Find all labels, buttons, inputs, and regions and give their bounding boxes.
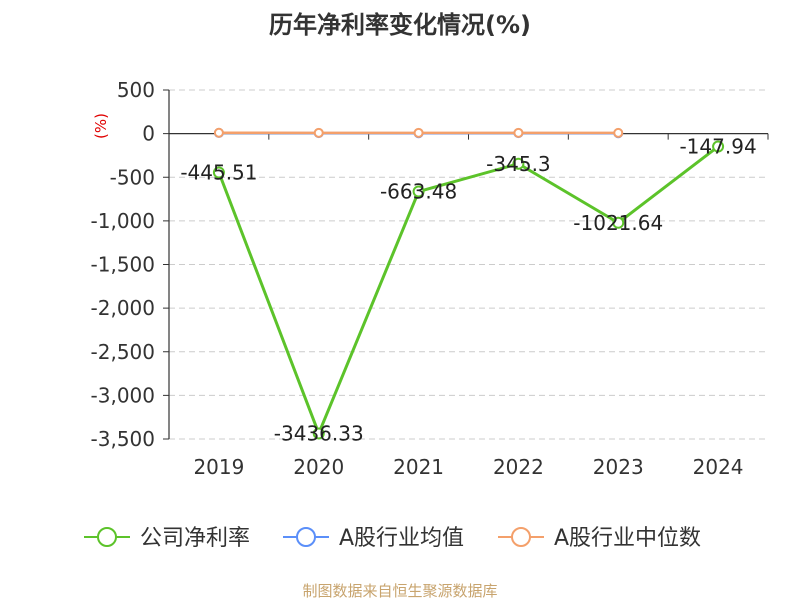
data-label: -3436.33 [274,421,364,445]
y-tick-label: -2,500 [91,340,155,364]
data-point-marker [413,127,424,138]
legend-marker-icon [511,527,531,547]
data-point-marker [213,127,224,138]
data-point-marker [613,127,624,138]
y-tick-label: -500 [110,165,155,189]
x-tick-label: 2019 [193,455,244,479]
x-tick-label: 2020 [293,455,344,479]
x-tick-label: 2022 [493,455,544,479]
chart-title: 历年净利率变化情况(%) [269,11,531,39]
y-tick-label: -3,000 [91,383,155,407]
y-tick-label: -3,500 [91,427,155,451]
series-line-1 [217,145,719,435]
x-tick-label: 2021 [393,455,444,479]
data-label: -445.51 [180,160,257,184]
data-point-marker [412,185,425,198]
data-point-marker [712,140,725,153]
data-labels: -445.51 -3436.33 -663.48 -345.3 -1021.64 -147… [180,135,756,446]
legend-label: A股行业中位数 [554,526,701,551]
data-point-marker [512,157,525,170]
y-tick-label: -1,000 [91,209,155,233]
data-source-note: 制图数据来自恒生聚源数据库 [302,582,497,600]
y-tick-label: -2,000 [91,296,155,320]
data-point-marker [612,216,625,229]
data-point-marker [212,166,225,179]
legend-item-1[interactable]: 公司净利率 [84,526,250,551]
data-point-marker [513,127,524,138]
y-tick-label: -1,500 [91,253,155,277]
legend-marker-icon [97,527,117,547]
grid-lines [169,89,768,440]
data-label: -345.3 [486,152,550,176]
x-tick-label: 2023 [593,455,644,479]
data-label: -663.48 [380,180,457,204]
legend-label: A股行业均值 [339,526,464,551]
data-point-marker [312,427,325,440]
data-point-marker [313,127,324,138]
y-tick-label: 500 [117,78,155,102]
data-label: -147.94 [679,135,756,159]
y-tick-label: 0 [142,122,155,146]
legend-label: 公司净利率 [140,526,250,551]
y-axis-unit-label: (%) [92,113,110,139]
legend-item-3[interactable]: A股行业中位数 [498,526,701,551]
legend-marker-icon [296,527,316,547]
data-label: -1021.64 [573,211,663,235]
legend-item-2[interactable]: A股行业均值 [283,526,464,551]
legend[interactable]: 公司净利率 A股行业均值 A股行业中位数 [84,526,701,551]
x-tick-label: 2024 [693,455,744,479]
series-lines [212,127,725,440]
axes: 500 0 -500 -1,000 -1,500 -2,000 -2,500 -3,000 -3… [91,78,769,479]
